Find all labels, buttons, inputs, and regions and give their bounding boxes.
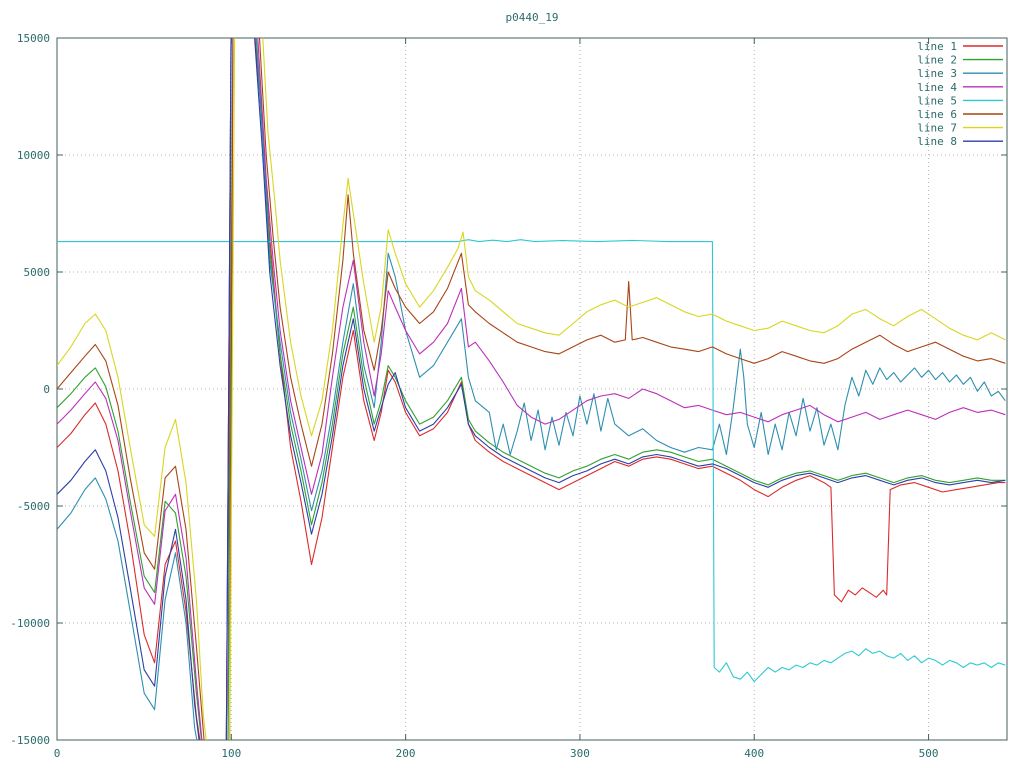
- legend-label: line 6: [917, 108, 957, 121]
- series-line-7: [57, 38, 1006, 740]
- series-line-3: [57, 38, 1006, 740]
- x-tick-label: 0: [54, 747, 61, 760]
- legend-label: line 7: [917, 122, 957, 135]
- series-line-6: [57, 38, 1006, 740]
- y-tick-label: 10000: [17, 149, 50, 162]
- series-line-4: [57, 38, 1006, 740]
- series-line-8: [57, 38, 1006, 740]
- y-tick-label: 15000: [17, 32, 50, 45]
- y-tick-label: 0: [43, 383, 50, 396]
- series-line-2: [57, 38, 1006, 740]
- series-group: [57, 38, 1006, 740]
- y-tick-label: -10000: [10, 617, 50, 630]
- x-tick-label: 500: [919, 747, 939, 760]
- chart-title: p0440_19: [506, 11, 559, 24]
- x-tick-label: 200: [396, 747, 416, 760]
- y-tick-label: -5000: [17, 500, 50, 513]
- x-tick-label: 400: [744, 747, 764, 760]
- legend-label: line 2: [917, 54, 957, 67]
- series-line-1: [57, 38, 1006, 740]
- legend-label: line 3: [917, 67, 957, 80]
- legend-label: line 4: [917, 81, 957, 94]
- y-tick-label: 5000: [24, 266, 51, 279]
- legend-label: line 8: [917, 135, 957, 148]
- series-line-5: [57, 239, 1006, 683]
- plot-border: [56, 37, 1008, 741]
- x-tick-label: 100: [221, 747, 241, 760]
- legend-label: line 5: [917, 94, 957, 107]
- y-tick-label: -15000: [10, 734, 50, 747]
- legend-label: line 1: [917, 40, 957, 53]
- x-tick-label: 300: [570, 747, 590, 760]
